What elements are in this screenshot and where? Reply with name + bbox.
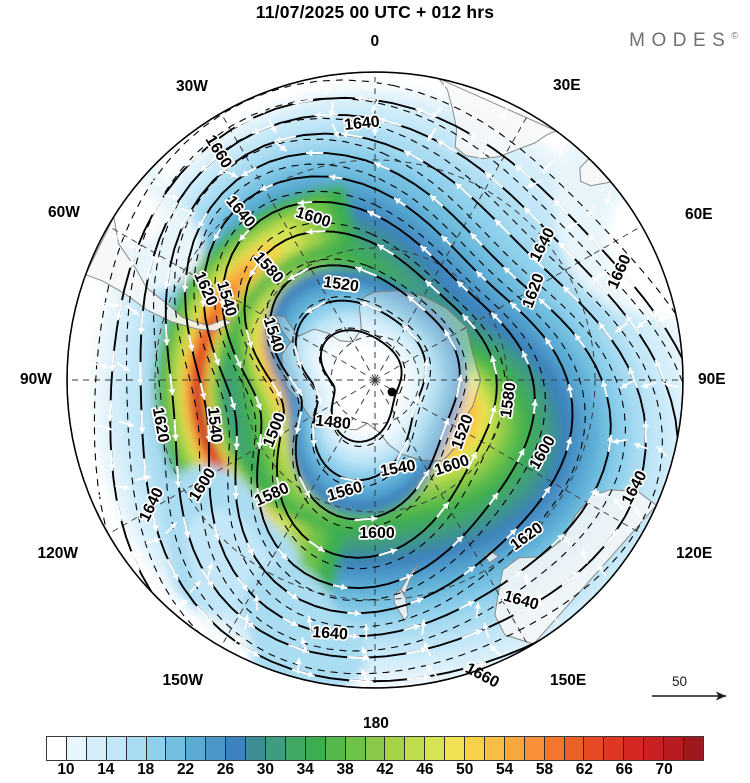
colorbar-cell — [604, 737, 624, 760]
colorbar-tick-label: 26 — [217, 761, 234, 779]
colorbar-cell — [545, 737, 565, 760]
colorbar-cell — [226, 737, 246, 760]
longitude-label-150W: 150W — [163, 672, 204, 690]
colorbar-cell — [246, 737, 266, 760]
longitude-label-90W: 90W — [20, 371, 52, 389]
longitude-label-30W: 30W — [176, 78, 208, 96]
colorbar-cell — [166, 737, 186, 760]
colorbar-cell — [644, 737, 664, 760]
colorbar-cell — [366, 737, 386, 760]
colorbar-cell — [306, 737, 326, 760]
longitude-label-150E: 150E — [550, 672, 586, 690]
colorbar-tick-label: 14 — [97, 761, 114, 779]
colorbar-cell — [67, 737, 87, 760]
reference-vector: 50 — [650, 676, 742, 716]
colorbar-ticks: 10 14 18 22 26 30 34 38 42 46 50 54 58 62 66 70 — [46, 761, 704, 783]
colorbar-cell — [346, 737, 366, 760]
colorbar-tick-label: 30 — [257, 761, 274, 779]
height-contour-label: 1600 — [359, 525, 395, 542]
colorbar-cell — [485, 737, 505, 760]
reference-vector-label: 50 — [672, 674, 687, 689]
colorbar-cell — [445, 737, 465, 760]
colorbar-tick-label: 70 — [655, 761, 672, 779]
longitude-label-180: 180 — [363, 715, 389, 733]
longitude-label-60W: 60W — [48, 204, 80, 222]
colorbar-cell — [107, 737, 127, 760]
colorbar-tick-label: 34 — [297, 761, 314, 779]
longitude-label-60E: 60E — [685, 206, 713, 224]
colorbar-cell — [266, 737, 286, 760]
reference-vector-arrow — [650, 676, 742, 706]
colorbar-cell — [385, 737, 405, 760]
colorbar-tick-label: 18 — [137, 761, 154, 779]
colorbar-cell — [565, 737, 585, 760]
longitude-label-120E: 120E — [676, 545, 712, 563]
weak-margin — [77, 154, 162, 244]
colorbar-tick-label: 50 — [456, 761, 473, 779]
colorbar-tick-label: 54 — [496, 761, 513, 779]
colorbar-cell — [525, 737, 545, 760]
colorbar-tick-label: 58 — [536, 761, 553, 779]
colorbar-cell — [186, 737, 206, 760]
madagascar-outline — [580, 158, 611, 185]
colorbar-cell — [584, 737, 604, 760]
height-contour-label: 1640 — [312, 624, 349, 643]
colorbar-cell — [624, 737, 644, 760]
colorbar-tick-label: 38 — [336, 761, 353, 779]
colorbar-tick-label: 66 — [616, 761, 633, 779]
longitude-label-120W: 120W — [38, 545, 79, 563]
longitude-label-0: 0 — [371, 33, 380, 51]
colorbar-tick-label: 22 — [177, 761, 194, 779]
colorbar-cell — [664, 737, 684, 760]
page-title: 11/07/2025 00 UTC + 012 hrs — [0, 2, 750, 23]
colorbar-tick-label: 62 — [576, 761, 593, 779]
colorbar-cell — [505, 737, 525, 760]
colorbar-cell — [47, 737, 67, 760]
colorbar-cell — [465, 737, 485, 760]
colorbar-cell — [405, 737, 425, 760]
colorbar-cell — [206, 737, 226, 760]
colorbar-tick-label: 42 — [376, 761, 393, 779]
colorbar-cell — [147, 737, 167, 760]
colorbar-cell — [286, 737, 306, 760]
colorbar-cell — [425, 737, 445, 760]
colorbar-cell — [326, 737, 346, 760]
colorbar-tick-label: 10 — [57, 761, 74, 779]
colorbar-cell — [87, 737, 107, 760]
colorbar-cell — [127, 737, 147, 760]
longitude-label-90E: 90E — [698, 371, 726, 389]
longitude-label-30E: 30E — [553, 77, 581, 95]
colorbar — [46, 736, 704, 761]
colorbar-cell — [684, 737, 703, 760]
colorbar-tick-label: 46 — [416, 761, 433, 779]
